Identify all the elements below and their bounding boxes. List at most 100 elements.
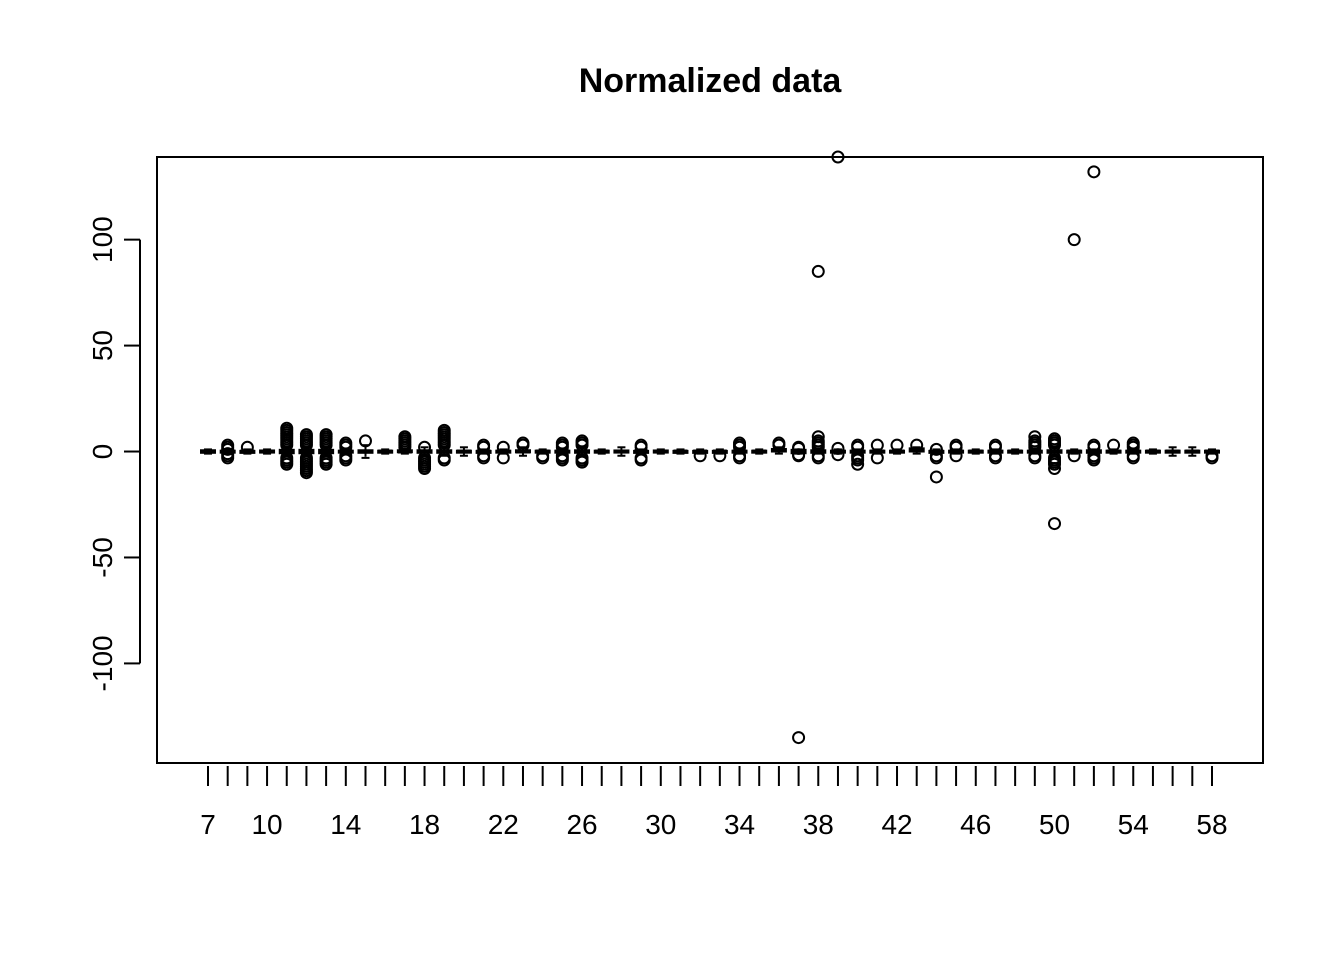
x-axis: 7 10 14 18 22 26 30 34 38 42 46 50 54 58 xyxy=(200,766,1228,840)
y-tick-label: 0 xyxy=(87,444,118,460)
x-tick-label: 42 xyxy=(881,809,912,840)
outlier-point xyxy=(831,150,845,164)
box-38 xyxy=(810,264,827,465)
box-32 xyxy=(692,448,709,463)
outlier-point xyxy=(949,438,963,452)
box-39 xyxy=(829,150,846,462)
outlier-point xyxy=(634,438,648,452)
outlier-point xyxy=(792,448,806,462)
outlier-point xyxy=(870,451,884,465)
outlier-point xyxy=(575,451,589,465)
outlier-point xyxy=(319,428,333,442)
boxes xyxy=(200,150,1220,745)
box-43 xyxy=(908,438,925,455)
outlier-point xyxy=(988,438,1002,452)
x-tick-label: 58 xyxy=(1196,809,1227,840)
box-20 xyxy=(455,446,472,457)
box-9 xyxy=(239,440,256,455)
outlier-point xyxy=(693,449,707,463)
x-tick-label: 50 xyxy=(1039,809,1070,840)
outlier-point xyxy=(437,451,451,465)
box-29 xyxy=(633,438,650,467)
box-17 xyxy=(396,430,413,455)
outlier-point xyxy=(319,451,333,465)
outlier-point xyxy=(358,434,372,448)
outlier-point xyxy=(221,438,235,452)
y-tick-label: -50 xyxy=(87,537,118,577)
x-tick-label: 7 xyxy=(200,809,216,840)
outlier-point xyxy=(713,449,727,463)
outlier-point xyxy=(772,436,786,450)
box-22 xyxy=(495,440,512,465)
outlier-point xyxy=(792,440,806,454)
box-41 xyxy=(869,438,886,465)
chart-title: Normalized data xyxy=(579,62,843,100)
outlier-point xyxy=(929,449,943,463)
box-36 xyxy=(770,436,787,455)
outlier-point xyxy=(280,421,294,435)
box-34 xyxy=(731,436,748,465)
outlier-point xyxy=(910,438,924,452)
outlier-point xyxy=(1048,517,1062,531)
outlier-point xyxy=(221,447,235,461)
box-50 xyxy=(1046,432,1063,531)
x-tick-label: 46 xyxy=(960,809,991,840)
outlier-point xyxy=(555,436,569,450)
y-axis: -100 -50 0 50 100 xyxy=(87,216,141,691)
box-13 xyxy=(318,428,335,471)
x-tick-label: 14 xyxy=(330,809,361,840)
box-49 xyxy=(1026,430,1043,465)
box-58 xyxy=(1204,448,1220,465)
box-18 xyxy=(416,440,433,475)
outlier-point xyxy=(299,451,313,465)
outlier-point xyxy=(536,449,550,463)
box-56 xyxy=(1164,446,1181,457)
outlier-point xyxy=(299,428,313,442)
outlier-point xyxy=(831,448,845,462)
box-42 xyxy=(889,438,906,455)
box-31 xyxy=(672,448,689,455)
box-33 xyxy=(711,448,728,463)
outlier-point xyxy=(1107,438,1121,452)
outlier-point xyxy=(1067,233,1081,247)
outlier-point xyxy=(1087,165,1101,179)
outlier-point xyxy=(1028,434,1042,448)
outlier-point xyxy=(1048,432,1062,446)
outlier-point xyxy=(929,442,943,456)
outlier-point xyxy=(437,423,451,437)
outlier-point xyxy=(1126,436,1140,450)
box-7 xyxy=(200,448,216,455)
outlier-point xyxy=(851,457,865,471)
box-55 xyxy=(1144,448,1161,455)
outlier-point xyxy=(1028,430,1042,444)
outlier-point xyxy=(792,731,806,745)
box-44 xyxy=(928,442,945,484)
outlier-point xyxy=(851,438,865,452)
box-53 xyxy=(1105,438,1122,455)
x-tick-label: 54 xyxy=(1118,809,1149,840)
box-10 xyxy=(259,448,276,455)
box-51 xyxy=(1066,233,1083,463)
x-tick-label: 30 xyxy=(645,809,676,840)
outlier-point xyxy=(811,264,825,278)
box-46 xyxy=(967,448,984,455)
box-40 xyxy=(849,438,866,471)
box-19 xyxy=(436,423,453,467)
y-tick-label: -100 xyxy=(87,635,118,691)
box-45 xyxy=(948,438,965,463)
x-tick-label: 22 xyxy=(488,809,519,840)
box-25 xyxy=(554,436,571,467)
box-8 xyxy=(219,438,236,465)
outlier-point xyxy=(280,451,294,465)
x-tick-label: 38 xyxy=(803,809,834,840)
outlier-point xyxy=(1205,449,1219,463)
outlier-point xyxy=(1067,449,1081,463)
x-tick-label: 26 xyxy=(566,809,597,840)
box-23 xyxy=(514,436,531,457)
outlier-point xyxy=(418,440,432,454)
outlier-point xyxy=(516,436,530,450)
outlier-point xyxy=(831,441,845,455)
plot-area xyxy=(156,156,1264,764)
box-28 xyxy=(613,446,630,457)
